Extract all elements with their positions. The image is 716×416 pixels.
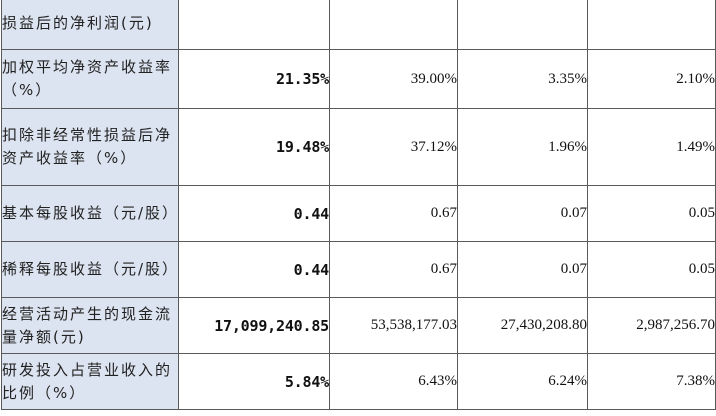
value-cell: 0.67 <box>329 241 458 298</box>
row-label: 加权平均净资产收益率（%） <box>1 49 179 109</box>
value-cell: 53,538,177.03 <box>329 297 458 354</box>
value-cell: 19.48% <box>178 108 330 186</box>
value-cell: 0.44 <box>178 241 330 298</box>
value-cell: 0.07 <box>457 185 588 242</box>
table-row: 经营活动产生的现金流量净额(元) 17,099,240.85 53,538,17… <box>1 297 716 354</box>
value-cell <box>329 0 458 50</box>
row-label: 扣除非经常性损益后净资产收益率（%） <box>1 108 179 186</box>
table-row: 稀释每股收益（元/股） 0.44 0.67 0.07 0.05 <box>1 241 716 298</box>
value-cell: 2,987,256.70 <box>587 297 716 354</box>
value-cell: 7.38% <box>587 353 716 410</box>
value-cell: 2.10% <box>587 49 716 109</box>
value-cell: 5.84% <box>178 353 330 410</box>
table-row: 加权平均净资产收益率（%） 21.35% 39.00% 3.35% 2.10% <box>1 49 716 109</box>
value-cell: 6.24% <box>457 353 588 410</box>
value-cell: 27,430,208.80 <box>457 297 588 354</box>
table-row: 基本每股收益（元/股） 0.44 0.67 0.07 0.05 <box>1 185 716 242</box>
table-row: 扣除非经常性损益后净资产收益率（%） 19.48% 37.12% 1.96% 1… <box>1 108 716 186</box>
table-row: 损益后的净利润(元) <box>1 0 716 50</box>
value-cell: 1.49% <box>587 108 716 186</box>
row-label: 基本每股收益（元/股） <box>1 185 179 242</box>
row-label: 研发投入占营业收入的比例（%） <box>1 353 179 410</box>
value-cell: 39.00% <box>329 49 458 109</box>
value-cell: 1.96% <box>457 108 588 186</box>
value-cell <box>587 0 716 50</box>
row-label: 损益后的净利润(元) <box>1 0 179 50</box>
value-cell <box>457 0 588 50</box>
row-label: 稀释每股收益（元/股） <box>1 241 179 298</box>
value-cell: 37.12% <box>329 108 458 186</box>
value-cell <box>178 0 330 50</box>
value-cell: 0.67 <box>329 185 458 242</box>
value-cell: 0.05 <box>587 185 716 242</box>
value-cell: 3.35% <box>457 49 588 109</box>
value-cell: 0.44 <box>178 185 330 242</box>
value-cell: 0.05 <box>587 241 716 298</box>
value-cell: 6.43% <box>329 353 458 410</box>
table-row: 研发投入占营业收入的比例（%） 5.84% 6.43% 6.24% 7.38% <box>1 353 716 410</box>
value-cell: 21.35% <box>178 49 330 109</box>
row-label: 经营活动产生的现金流量净额(元) <box>1 297 179 354</box>
value-cell: 17,099,240.85 <box>178 297 330 354</box>
value-cell: 0.07 <box>457 241 588 298</box>
